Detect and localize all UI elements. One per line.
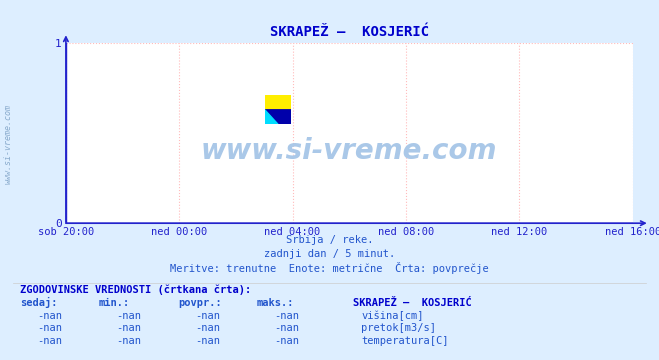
Text: sedaj:: sedaj: bbox=[20, 297, 57, 308]
Text: -nan: -nan bbox=[195, 336, 220, 346]
Text: -nan: -nan bbox=[274, 311, 299, 321]
Text: -nan: -nan bbox=[37, 323, 62, 333]
Text: www.si-vreme.com: www.si-vreme.com bbox=[4, 104, 13, 184]
Text: -nan: -nan bbox=[37, 336, 62, 346]
Text: -nan: -nan bbox=[195, 311, 220, 321]
Text: -nan: -nan bbox=[116, 336, 141, 346]
Text: temperatura[C]: temperatura[C] bbox=[361, 336, 449, 346]
Text: ZGODOVINSKE VREDNOSTI (črtkana črta):: ZGODOVINSKE VREDNOSTI (črtkana črta): bbox=[20, 285, 251, 296]
Text: višina[cm]: višina[cm] bbox=[361, 310, 424, 321]
Title: SKRAPEŽ –  KOSJERIĆ: SKRAPEŽ – KOSJERIĆ bbox=[270, 25, 429, 39]
Text: -nan: -nan bbox=[274, 336, 299, 346]
Text: Meritve: trenutne  Enote: metrične  Črta: povprečje: Meritve: trenutne Enote: metrične Črta: … bbox=[170, 262, 489, 274]
Text: -nan: -nan bbox=[116, 311, 141, 321]
Text: -nan: -nan bbox=[116, 323, 141, 333]
Polygon shape bbox=[265, 110, 291, 124]
Text: www.si-vreme.com: www.si-vreme.com bbox=[201, 137, 498, 165]
Text: SKRAPEŽ –  KOSJERIĆ: SKRAPEŽ – KOSJERIĆ bbox=[353, 298, 471, 308]
Text: Srbija / reke.: Srbija / reke. bbox=[286, 235, 373, 245]
Text: pretok[m3/s]: pretok[m3/s] bbox=[361, 323, 436, 333]
Polygon shape bbox=[265, 110, 278, 124]
Text: -nan: -nan bbox=[195, 323, 220, 333]
Text: -nan: -nan bbox=[274, 323, 299, 333]
Text: povpr.:: povpr.: bbox=[178, 298, 221, 308]
Text: min.:: min.: bbox=[99, 298, 130, 308]
Text: zadnji dan / 5 minut.: zadnji dan / 5 minut. bbox=[264, 249, 395, 260]
Text: -nan: -nan bbox=[37, 311, 62, 321]
Text: maks.:: maks.: bbox=[257, 298, 295, 308]
Polygon shape bbox=[265, 95, 291, 110]
